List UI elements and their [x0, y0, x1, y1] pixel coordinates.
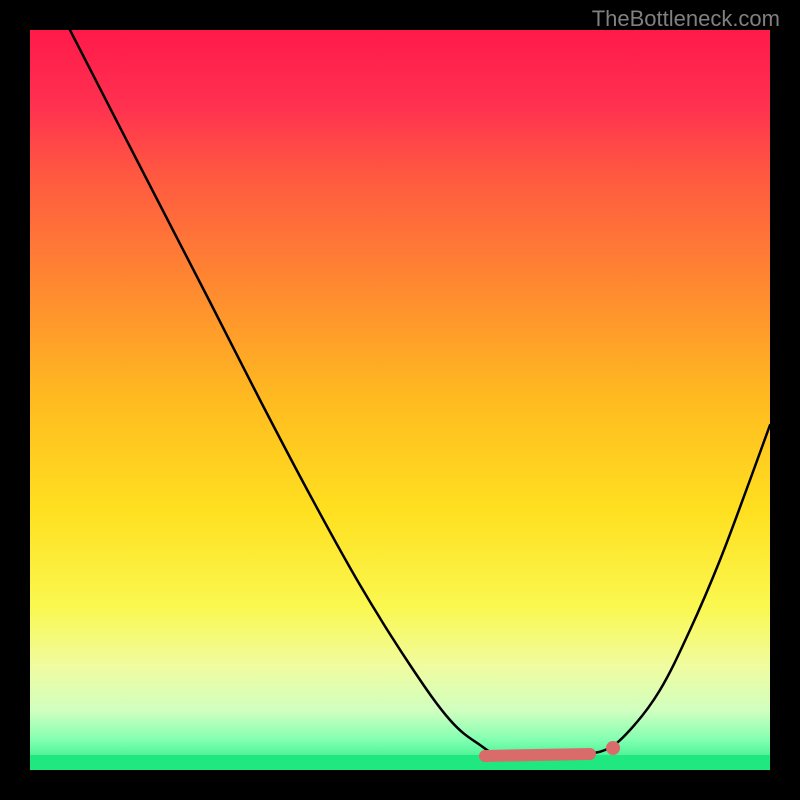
accent-dot — [606, 741, 620, 755]
curve-layer — [30, 30, 770, 770]
plot-area — [30, 30, 770, 770]
bottleneck-curve — [70, 30, 770, 756]
attribution-text: TheBottleneck.com — [592, 6, 780, 32]
accent-segment — [485, 754, 590, 756]
